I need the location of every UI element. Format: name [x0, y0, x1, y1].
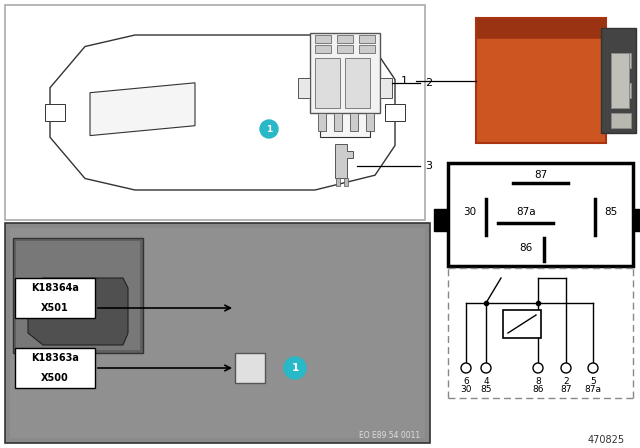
Circle shape — [561, 363, 571, 373]
Bar — [5, 5, 425, 220]
Bar — [318, 113, 326, 131]
Bar — [345, 58, 370, 108]
Text: 86: 86 — [519, 243, 532, 253]
Bar — [448, 163, 633, 266]
Bar — [344, 178, 348, 186]
Bar — [503, 310, 541, 338]
Text: 4: 4 — [483, 376, 489, 385]
Bar — [298, 78, 310, 98]
Bar — [15, 278, 95, 318]
Text: 85: 85 — [480, 385, 492, 395]
Polygon shape — [320, 88, 370, 137]
Text: 30: 30 — [460, 385, 472, 395]
Bar — [366, 113, 374, 131]
Text: 1: 1 — [266, 125, 272, 134]
Bar — [315, 45, 331, 53]
Circle shape — [461, 363, 471, 373]
Text: K18364a: K18364a — [31, 283, 79, 293]
Circle shape — [481, 363, 491, 373]
Bar — [380, 78, 392, 98]
Bar — [611, 83, 631, 98]
Bar — [10, 228, 425, 438]
Polygon shape — [90, 83, 195, 136]
Bar — [315, 58, 340, 108]
Text: 8: 8 — [535, 376, 541, 385]
Text: 1: 1 — [291, 363, 299, 373]
Text: X501: X501 — [41, 303, 69, 313]
Bar — [359, 35, 375, 43]
Text: 3: 3 — [425, 161, 432, 171]
Text: 5: 5 — [590, 376, 596, 385]
Bar — [359, 45, 375, 53]
Bar — [15, 348, 95, 388]
Text: K18363a: K18363a — [31, 353, 79, 363]
Bar — [601, 28, 636, 133]
Bar — [235, 353, 265, 383]
Bar — [350, 113, 358, 131]
Text: 30: 30 — [463, 207, 477, 216]
Text: 86: 86 — [532, 385, 544, 395]
Bar — [337, 35, 353, 43]
Bar — [611, 113, 631, 128]
Bar — [336, 178, 340, 186]
Bar — [337, 45, 353, 53]
Polygon shape — [28, 278, 128, 345]
Text: 2: 2 — [563, 376, 569, 385]
Bar — [611, 53, 629, 108]
Bar — [434, 209, 448, 231]
Text: X500: X500 — [41, 373, 69, 383]
Text: 87a: 87a — [584, 385, 602, 395]
Circle shape — [588, 363, 598, 373]
Bar — [334, 113, 342, 131]
Bar — [16, 241, 140, 350]
Bar — [315, 35, 331, 43]
Bar — [476, 18, 606, 143]
Circle shape — [260, 120, 278, 138]
Circle shape — [284, 357, 306, 379]
Circle shape — [533, 363, 543, 373]
Bar — [310, 33, 380, 113]
Polygon shape — [45, 104, 65, 121]
Text: 6: 6 — [463, 376, 469, 385]
Bar — [633, 209, 640, 231]
Text: 87a: 87a — [516, 207, 536, 216]
Text: 87: 87 — [534, 170, 547, 180]
Polygon shape — [50, 35, 395, 190]
Bar — [611, 53, 631, 68]
Text: 2: 2 — [425, 78, 432, 88]
Polygon shape — [335, 144, 353, 178]
Polygon shape — [385, 104, 405, 121]
Text: 87: 87 — [560, 385, 572, 395]
Text: 1: 1 — [401, 76, 408, 86]
Bar — [476, 18, 606, 38]
Text: 85: 85 — [604, 207, 618, 216]
Text: EO E89 54 0011: EO E89 54 0011 — [359, 431, 420, 439]
Bar — [13, 238, 143, 353]
Bar — [5, 223, 430, 443]
Text: 470825: 470825 — [588, 435, 625, 445]
